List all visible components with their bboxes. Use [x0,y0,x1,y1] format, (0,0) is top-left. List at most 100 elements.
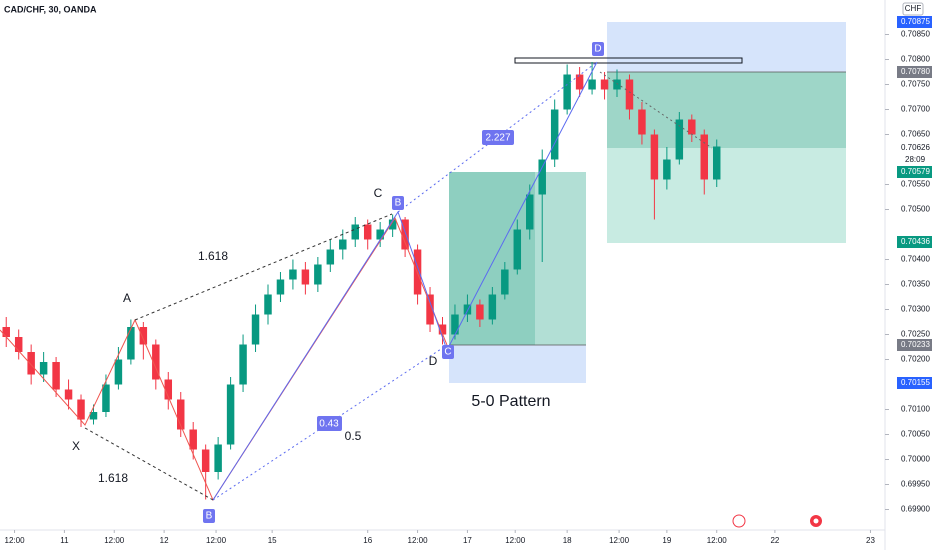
y-tick-label: 0.69950 [901,480,930,489]
y-tick-label: 0.70050 [901,430,930,439]
y-tick-label: 0.70550 [901,180,930,189]
candle-body [302,270,309,285]
candle-body [289,270,296,280]
candle-body [202,450,209,473]
y-tick-label: 0.70850 [901,30,930,39]
candle-body [688,120,695,135]
candle-body [563,75,570,110]
y-tick-label: 0.70750 [901,80,930,89]
stop-zone [449,345,586,383]
positions [449,22,846,383]
y-tick-label: 0.70350 [901,280,930,289]
candle-body [189,430,196,450]
y-tick-label: 0.70300 [901,305,930,314]
candle-body [501,270,508,295]
candle-body [252,315,259,345]
candle-body [314,265,321,285]
y-tick-label: 0.70800 [901,55,930,64]
ratio-label: 1.618 [198,249,228,263]
x-tick-label: 12:00 [707,536,728,545]
candle-body [701,135,708,180]
point-label: B [206,511,213,522]
candle-body [227,385,234,445]
price-axis: 0.70850 0.70800 0.70750 0.70700 0.70650 0.705… [885,30,930,514]
candle-body [514,230,521,270]
price-tag: 0.70780 [901,67,930,76]
point-label: D [594,44,601,55]
candle-body [140,327,147,345]
candle-body [626,80,633,110]
candle-body [239,345,246,385]
x-tick-label: 22 [770,536,779,545]
x-tick-label: 23 [866,536,875,545]
candle-body [601,80,608,90]
y-tick-label: 0.70200 [901,355,930,364]
chart-title: CAD/CHF, 30, OANDA [4,4,97,14]
price-tag: 0.70436 [901,237,930,246]
x-tick-label: 12:00 [408,536,429,545]
y-tick-label: 0.70250 [901,330,930,339]
chart: A X B C D 1.618 1.618 0.5 0.43 2.227 5-0… [0,0,932,550]
candle-body [277,280,284,295]
candle-body [327,250,334,265]
x-tick-label: 12:00 [5,536,26,545]
y-tick-label: 0.70650 [901,130,930,139]
point-label: A [123,291,131,305]
ratio-line [135,214,392,320]
candle-body [52,362,59,390]
candle-body [663,160,670,180]
candle-body [102,385,109,413]
countdown: 28:09 [905,155,926,164]
candle-body [15,337,22,352]
x-tick-label: 18 [563,536,572,545]
x-tick-label: 12 [160,536,169,545]
candle-body [2,327,9,337]
x-tick-label: 12:00 [609,536,630,545]
candle-body [638,110,645,135]
y-tick-label: 0.70400 [901,255,930,264]
stop-zone [607,22,846,72]
candle-body [551,110,558,160]
pattern-title: 5-0 Pattern [471,393,550,410]
candle-body [538,160,545,195]
price-tag: 0.70155 [901,378,930,387]
candle-body [77,400,84,420]
time-axis: 12:001112:001212:00151612:001712:001812:… [5,530,876,545]
ratio-label: 0.5 [345,429,362,443]
candle-body [588,80,595,90]
profit-zone [607,148,846,243]
candle-body [65,390,72,400]
y-tick-label: 0.70000 [901,455,930,464]
x-tick-label: 15 [268,536,277,545]
point-label: C [374,186,383,200]
x-tick-label: 19 [662,536,671,545]
candle-body [352,225,359,240]
x-tick-label: 12:00 [505,536,526,545]
point-label: X [72,439,80,453]
candle-body [214,445,221,473]
ratio-label: 0.43 [319,419,339,430]
candle-body [27,352,34,375]
price-tag: 0.70875 [901,17,930,26]
y-tick-label: 0.70100 [901,405,930,414]
ratio-label: 1.618 [98,471,128,485]
point-label: D [429,354,438,368]
candle-body [264,295,271,315]
point-label: C [444,347,451,358]
candle-body [613,80,620,90]
candle-body [115,360,122,385]
event-icon[interactable] [733,515,745,527]
candle-body [576,75,583,90]
y-tick-label: 0.69900 [901,505,930,514]
candle-body [713,147,720,180]
event-icon-dot [814,519,819,524]
price-tag: 0.70579 [901,167,930,176]
y-tick-label: 0.70700 [901,105,930,114]
x-tick-label: 17 [463,536,472,545]
candle-body [127,327,134,360]
point-label: B [395,198,402,209]
currency[interactable]: CHF [905,4,922,13]
price-tag: 0.70626 [901,143,930,152]
x-tick-label: 12:00 [104,536,125,545]
price-tag: 0.70233 [901,340,930,349]
